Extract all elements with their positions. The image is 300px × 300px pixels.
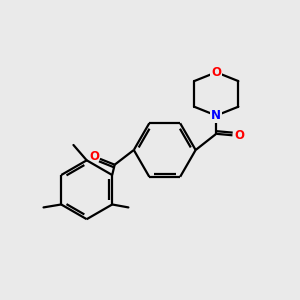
Text: O: O — [211, 66, 221, 79]
Text: N: N — [211, 109, 221, 122]
Text: O: O — [89, 150, 99, 163]
Text: O: O — [234, 129, 244, 142]
